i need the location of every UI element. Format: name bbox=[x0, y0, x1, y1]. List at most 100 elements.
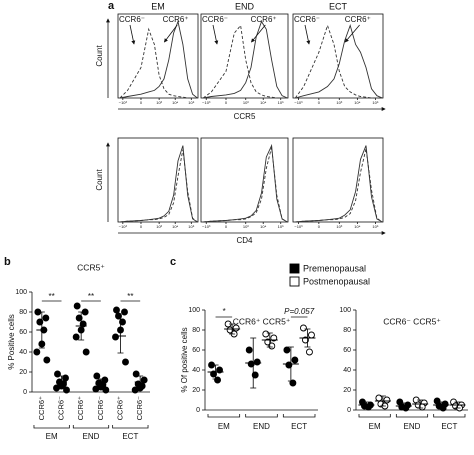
y-tick-label: 60 bbox=[19, 329, 27, 336]
y-tick-label: 20 bbox=[19, 369, 27, 376]
group-bracket bbox=[358, 414, 391, 418]
x-tick-label: 10⁴ bbox=[172, 100, 178, 105]
legend-swatch bbox=[289, 263, 300, 274]
x-tick-label: 0 bbox=[318, 100, 321, 105]
histogram-curve bbox=[294, 24, 383, 99]
x-tick-label: CCR6⁺ bbox=[76, 396, 85, 420]
group-bracket bbox=[33, 425, 70, 429]
error-bar bbox=[417, 399, 424, 409]
data-point bbox=[93, 372, 101, 380]
panel-title: EM bbox=[151, 1, 165, 11]
error-bar bbox=[400, 402, 407, 410]
data-point bbox=[251, 371, 259, 379]
x-tick-label: −10³ bbox=[202, 224, 211, 229]
panel-title: END bbox=[235, 1, 255, 11]
data-point bbox=[268, 342, 276, 350]
x-tick-label: 10⁴ bbox=[354, 224, 360, 229]
x-tick-label: −10³ bbox=[294, 100, 303, 105]
x-tick-label: −10³ bbox=[119, 100, 128, 105]
data-point bbox=[306, 348, 313, 356]
plot-frame bbox=[117, 137, 199, 223]
x-tick-label: 10⁵ bbox=[278, 224, 284, 229]
chart-title: CCR5⁺ bbox=[77, 262, 105, 272]
histogram-curve bbox=[119, 27, 198, 99]
legend-swatch bbox=[289, 276, 300, 287]
error-bar bbox=[38, 311, 45, 349]
x-tick-label: EM bbox=[218, 422, 230, 431]
x-tick-label: END bbox=[253, 422, 270, 431]
y-tick-label: 60 bbox=[192, 347, 200, 354]
x-tick-label: 10⁴ bbox=[260, 100, 266, 105]
y-tick-label: 60 bbox=[343, 347, 351, 354]
annotation: CCR6⁺ bbox=[251, 15, 277, 24]
legend-label: Premenopausal bbox=[303, 263, 366, 273]
histogram-curve bbox=[203, 143, 288, 223]
significance: ** bbox=[88, 292, 94, 301]
y-axis-label: Count bbox=[95, 169, 104, 191]
group-bracket bbox=[72, 425, 110, 429]
x-tick-label: 10³ bbox=[156, 100, 162, 105]
x-tick-label: 0 bbox=[225, 224, 228, 229]
x-tick-label: CCR6⁺ bbox=[115, 396, 124, 420]
data-point bbox=[245, 346, 253, 354]
group-label: ECT bbox=[122, 432, 138, 441]
x-tick-label: 10⁵ bbox=[372, 224, 378, 229]
x-tick-label: CCR6⁻ bbox=[56, 396, 65, 420]
histogram-curve bbox=[119, 149, 198, 223]
data-point bbox=[43, 356, 51, 364]
error-bar bbox=[454, 401, 461, 409]
histogram-curve bbox=[203, 147, 288, 223]
significance: P=0.057 bbox=[284, 307, 315, 316]
data-point bbox=[383, 396, 391, 404]
plot-frame bbox=[292, 137, 384, 223]
chart-title: CCR6⁺ CCR5⁺ bbox=[233, 316, 291, 326]
significance: * bbox=[222, 307, 226, 316]
group-bracket bbox=[112, 425, 149, 429]
x-tick-label: 0 bbox=[140, 100, 143, 105]
data-point bbox=[54, 370, 61, 378]
data-point bbox=[308, 331, 315, 339]
data-point bbox=[36, 318, 44, 326]
arrow bbox=[251, 24, 266, 43]
error-bar bbox=[97, 378, 104, 390]
group-bracket bbox=[395, 414, 429, 418]
error-bar bbox=[379, 395, 386, 407]
data-point bbox=[121, 308, 128, 316]
data-point bbox=[82, 348, 90, 356]
histogram-curve bbox=[119, 145, 198, 223]
y-tick-label: 40 bbox=[192, 367, 200, 374]
x-tick-label: 10⁵ bbox=[372, 100, 378, 105]
y-tick-label: 100 bbox=[15, 289, 27, 296]
group-label: EM bbox=[46, 432, 58, 441]
histogram-curve bbox=[295, 148, 383, 223]
group-bracket bbox=[245, 414, 278, 418]
plot-frame bbox=[200, 13, 289, 99]
y-tick-label: 100 bbox=[339, 307, 351, 314]
error-bar bbox=[229, 323, 236, 335]
x-tick-label: 10³ bbox=[336, 224, 342, 229]
y-tick-label: 40 bbox=[343, 367, 351, 374]
y-tick-label: 20 bbox=[192, 387, 200, 394]
data-point bbox=[214, 376, 221, 384]
data-point bbox=[62, 374, 69, 382]
error-bar bbox=[78, 311, 85, 341]
group-bracket bbox=[282, 414, 316, 418]
data-point bbox=[132, 370, 140, 378]
x-tick-label: 0 bbox=[140, 224, 143, 229]
error-bar bbox=[58, 375, 65, 389]
error-bar bbox=[363, 401, 370, 409]
panel-letter: a bbox=[108, 0, 115, 12]
annotation: CCR6⁻ bbox=[119, 15, 145, 24]
y-tick-label: 20 bbox=[343, 387, 351, 394]
plot-frame bbox=[292, 13, 384, 99]
data-point bbox=[42, 314, 50, 322]
annotation: CCR6⁺ bbox=[163, 15, 189, 24]
x-tick-label: 10⁴ bbox=[260, 224, 266, 229]
legend-label: Postmenopausal bbox=[303, 276, 370, 286]
panel-letter: b bbox=[4, 256, 11, 268]
y-tick-label: 0 bbox=[23, 389, 27, 396]
x-tick-label: EM bbox=[369, 422, 381, 431]
arrow bbox=[163, 24, 178, 43]
y-tick-label: 80 bbox=[343, 327, 351, 334]
